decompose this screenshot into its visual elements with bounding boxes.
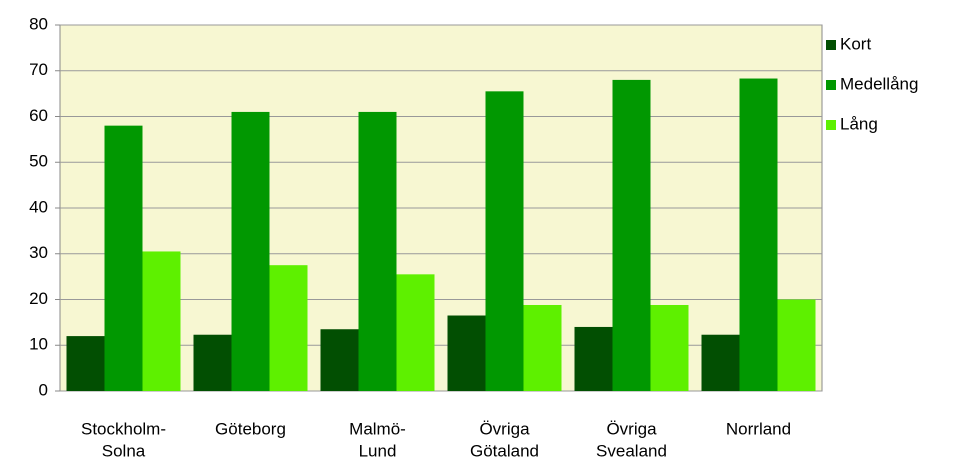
bar bbox=[396, 274, 435, 391]
bar bbox=[231, 111, 270, 392]
legend-swatch bbox=[826, 120, 836, 130]
bar bbox=[612, 79, 651, 392]
y-tick-label: 40 bbox=[29, 197, 48, 216]
y-tick-label: 30 bbox=[29, 243, 48, 262]
y-tick-label: 20 bbox=[29, 289, 48, 308]
x-tick-label: Götaland bbox=[470, 441, 539, 460]
bar bbox=[523, 304, 562, 391]
bar bbox=[66, 336, 105, 391]
x-tick-label: Stockholm- bbox=[81, 419, 166, 438]
legend-swatch bbox=[826, 40, 836, 50]
x-tick-label: Norrland bbox=[726, 419, 791, 438]
bar bbox=[739, 78, 778, 391]
bar bbox=[142, 251, 181, 391]
bar bbox=[447, 315, 486, 391]
y-tick-label: 70 bbox=[29, 60, 48, 79]
legend-label: Medellång bbox=[840, 74, 918, 93]
bar bbox=[485, 91, 524, 392]
bar bbox=[269, 265, 308, 391]
x-tick-label: Göteborg bbox=[215, 419, 286, 438]
y-tick-label: 60 bbox=[29, 106, 48, 125]
x-tick-label: Lund bbox=[359, 441, 397, 460]
legend-label: Kort bbox=[840, 34, 871, 53]
x-tick-label: Svealand bbox=[596, 441, 667, 460]
bar bbox=[104, 125, 143, 392]
y-tick-label: 0 bbox=[39, 380, 48, 399]
y-tick-label: 10 bbox=[29, 335, 48, 354]
x-tick-label: Malmö- bbox=[349, 419, 406, 438]
x-tick-label: Solna bbox=[102, 441, 146, 460]
legend-swatch bbox=[826, 80, 836, 90]
y-tick-label: 50 bbox=[29, 152, 48, 171]
bar bbox=[777, 299, 816, 391]
bar bbox=[650, 304, 689, 391]
legend-label: Lång bbox=[840, 114, 878, 133]
bar bbox=[320, 329, 359, 391]
x-tick-label: Övriga bbox=[606, 419, 657, 438]
x-tick-label: Övriga bbox=[479, 419, 530, 438]
bar bbox=[574, 326, 613, 391]
bar bbox=[701, 334, 740, 391]
bar bbox=[193, 334, 232, 391]
bar bbox=[358, 111, 397, 392]
y-tick-label: 80 bbox=[29, 14, 48, 33]
